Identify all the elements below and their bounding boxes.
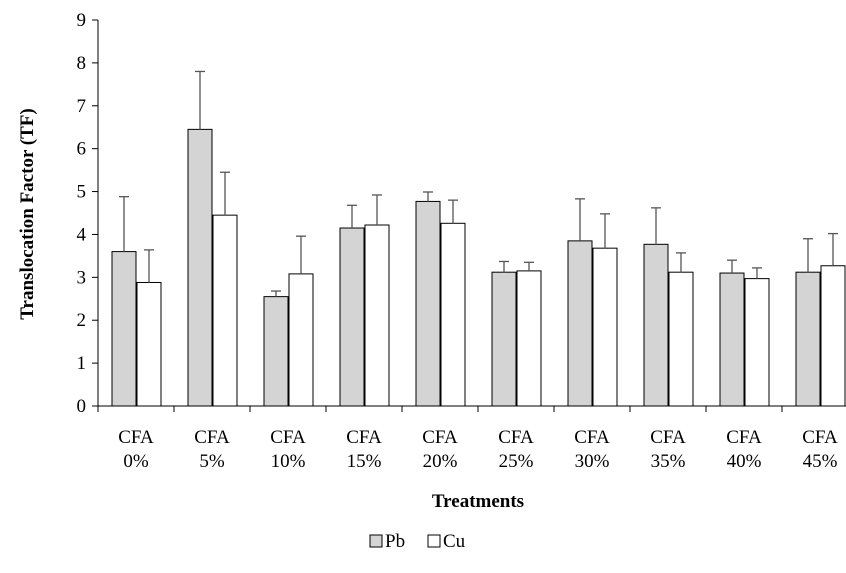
x-tick-label: CFA (498, 427, 534, 448)
bar-pb (491, 271, 517, 407)
bar-pb (339, 227, 365, 407)
x-tick-label: 10% (271, 451, 306, 472)
x-tick-label: CFA (726, 427, 762, 448)
y-tick-label: 2 (77, 310, 87, 331)
x-tick-label: CFA (650, 427, 686, 448)
x-tick-label: 40% (727, 451, 762, 472)
x-tick-label: 20% (423, 451, 458, 472)
x-tick-label: CFA (422, 427, 458, 448)
y-tick-label: 5 (77, 182, 87, 203)
bar-cu (136, 281, 162, 407)
legend: Pb Cu (369, 531, 466, 552)
x-tick-label: CFA (802, 427, 838, 448)
x-axis-title: Treatments (432, 491, 524, 512)
x-tick-label: 35% (651, 451, 686, 472)
x-tick-label: 15% (347, 451, 382, 472)
y-tick-label: 8 (77, 53, 87, 74)
x-tick-label: CFA (118, 427, 154, 448)
y-tick-label: 9 (77, 10, 87, 31)
bar-pb (187, 128, 213, 407)
bar-pb (643, 243, 669, 407)
bar-cu (364, 224, 390, 407)
bar-pb (567, 240, 593, 407)
legend-label-cu: Cu (443, 531, 466, 552)
legend-swatch-pb (369, 534, 383, 548)
y-tick-label: 7 (77, 96, 87, 117)
legend-label-pb: Pb (385, 531, 405, 552)
bar-cu (744, 278, 770, 407)
bar-cu (820, 265, 846, 407)
bar-pb (795, 271, 821, 407)
x-tick-label: CFA (194, 427, 230, 448)
bar-cu (288, 273, 314, 407)
bar-pb (415, 200, 441, 407)
bar-cu (592, 247, 618, 407)
x-tick-label: 5% (199, 451, 225, 472)
bar-cu (668, 271, 694, 407)
x-tick-label: CFA (270, 427, 306, 448)
x-tick-label: 30% (575, 451, 610, 472)
bar-cu (440, 222, 466, 407)
x-tick-label: CFA (574, 427, 610, 448)
bar-cu (516, 270, 542, 407)
bar-cu (212, 214, 238, 407)
y-tick-label: 3 (77, 267, 87, 288)
x-tick-label: CFA (346, 427, 382, 448)
y-tick-label: 4 (77, 224, 87, 245)
x-tick-label: 25% (499, 451, 534, 472)
x-tick-label: 0% (123, 451, 149, 472)
y-tick-label: 0 (77, 396, 87, 417)
legend-swatch-cu (427, 534, 441, 548)
bar-pb (263, 296, 289, 407)
y-tick-label: 6 (77, 139, 87, 160)
y-axis-title: Translocation Factor (TF) (17, 108, 38, 319)
x-tick-label: 45% (803, 451, 838, 472)
bar-pb (719, 272, 745, 407)
bar-pb (111, 251, 137, 407)
y-tick-label: 1 (77, 353, 87, 374)
